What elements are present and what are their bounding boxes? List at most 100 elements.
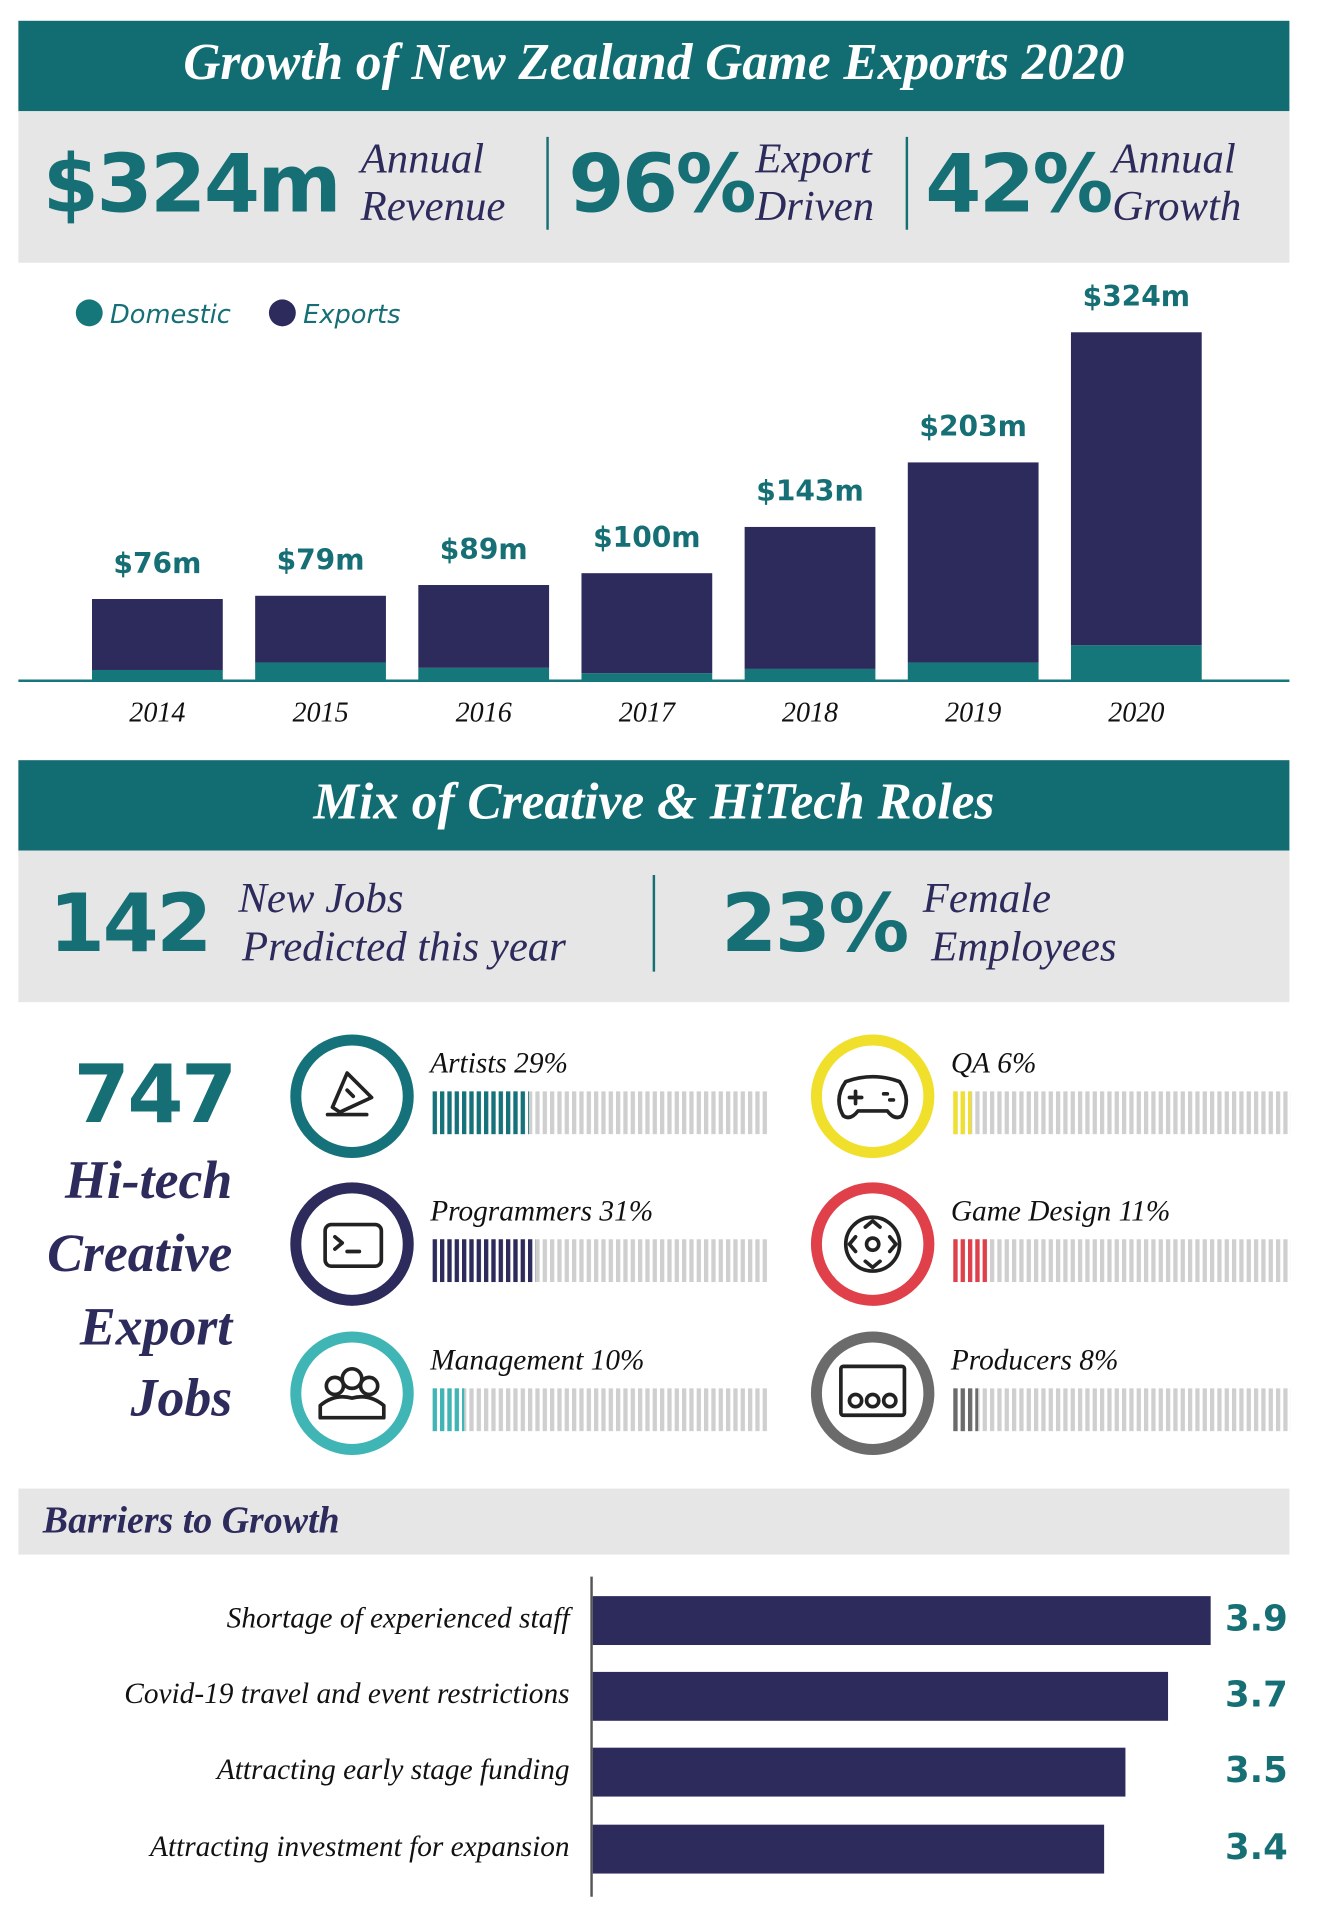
terminal-icon xyxy=(323,1222,384,1268)
bar-segment xyxy=(418,667,550,681)
role-value: 10% xyxy=(591,1344,645,1376)
x-tick-label: 2018 xyxy=(782,697,838,728)
role-value: 8% xyxy=(1079,1344,1118,1376)
jobs-total: 747 xyxy=(74,1048,235,1142)
section-title: Mix of Creative & HiTech Roles xyxy=(312,773,994,830)
role-name: QA xyxy=(951,1047,991,1079)
people-icon xyxy=(358,1375,380,1397)
bar-segment xyxy=(744,668,876,681)
progress-bar xyxy=(950,1091,972,1135)
bar-segment xyxy=(255,595,386,663)
bar xyxy=(592,1596,1211,1646)
icon-ring xyxy=(290,1034,414,1158)
bar-segment xyxy=(907,662,1039,681)
jobs-label: Jobs xyxy=(130,1367,233,1427)
bar xyxy=(592,1824,1105,1874)
role-value: 6% xyxy=(997,1047,1036,1079)
category-label: Attracting investment for expansion xyxy=(148,1831,569,1863)
role-label: Game Design 11% xyxy=(951,1195,1170,1227)
dpad-icon xyxy=(843,1215,902,1273)
stat-label: Employees xyxy=(930,924,1116,971)
total-label: $79m xyxy=(277,544,365,577)
legend-marker xyxy=(268,299,296,327)
total-label: $89m xyxy=(440,533,528,566)
stat-band xyxy=(18,111,1290,263)
stat-value: 96% xyxy=(568,137,754,231)
value-label: 3.4 xyxy=(1225,1827,1288,1868)
x-tick-label: 2015 xyxy=(292,697,348,728)
title-banner xyxy=(18,20,1290,112)
role-name: Management xyxy=(429,1344,584,1376)
icon-ring xyxy=(810,1331,935,1455)
total-label: $324m xyxy=(1083,280,1190,313)
section-band xyxy=(18,1488,1290,1555)
stat-label: Female xyxy=(922,875,1051,922)
x-tick-label: 2020 xyxy=(1108,697,1164,728)
stage-icon xyxy=(839,1364,907,1418)
x-tick-label: 2017 xyxy=(619,697,676,728)
pen-icon xyxy=(325,1071,374,1117)
legend-marker xyxy=(75,299,103,327)
value-label: 3.7 xyxy=(1225,1674,1288,1715)
jobs-label: Hi-tech xyxy=(64,1150,232,1210)
value-label: 3.5 xyxy=(1225,1750,1288,1791)
dpad-center xyxy=(864,1236,881,1253)
total-label: $143m xyxy=(756,475,863,508)
bar-segment xyxy=(92,669,223,681)
bar-segment xyxy=(581,573,713,674)
bar-segment xyxy=(92,599,223,670)
people-body xyxy=(318,1394,386,1420)
value-label: 3.9 xyxy=(1225,1599,1288,1640)
progress-track xyxy=(430,1388,770,1432)
bar xyxy=(592,1747,1126,1797)
progress-track xyxy=(950,1091,1291,1135)
stat-label: Annual xyxy=(1109,135,1236,182)
category-label: Shortage of experienced staff xyxy=(227,1602,574,1634)
icon-ring xyxy=(810,1182,935,1306)
stat-label: Growth xyxy=(1112,183,1241,230)
bar-segment xyxy=(255,662,386,681)
icons xyxy=(318,1071,909,1420)
stat-label: Driven xyxy=(754,183,874,230)
dpad-arrows xyxy=(847,1219,898,1270)
legend-label: Domestic xyxy=(110,300,231,330)
category-label: Attracting early stage funding xyxy=(215,1754,570,1786)
category-label: Covid-19 travel and event restrictions xyxy=(124,1678,569,1710)
x-tick-label: 2019 xyxy=(945,697,1001,728)
gamepad-icon xyxy=(837,1074,909,1120)
progress-track xyxy=(950,1239,1291,1283)
bar-segment xyxy=(418,585,550,668)
title: Growth of New Zealand Game Exports 2020 xyxy=(183,34,1124,91)
bar-segment xyxy=(744,526,876,669)
x-tick-label: 2016 xyxy=(456,697,512,728)
progress-bar xyxy=(430,1091,529,1135)
role-label: Management 10% xyxy=(429,1344,644,1376)
stat-label: Predicted this year xyxy=(241,924,566,971)
stage-audience xyxy=(864,1392,881,1409)
bar-segment xyxy=(1070,332,1202,646)
stat-label: Annual xyxy=(358,135,485,182)
chart-title: Barriers to Growth xyxy=(42,1500,340,1542)
jobs-label: Creative xyxy=(47,1223,232,1283)
total-label: $76m xyxy=(113,547,201,580)
stat-label: Export xyxy=(754,135,873,182)
icon-ring xyxy=(290,1182,414,1306)
stage-audience xyxy=(847,1392,864,1409)
bar-segment xyxy=(581,673,713,681)
legend-label: Exports xyxy=(303,300,400,330)
stat-value: 142 xyxy=(49,877,210,971)
stat-label: New Jobs xyxy=(237,875,403,922)
role-label: QA 6% xyxy=(951,1047,1037,1079)
total-label: $100m xyxy=(593,521,700,554)
role-label: Artists 29% xyxy=(428,1047,568,1079)
x-tick-label: 2014 xyxy=(129,697,185,728)
progress-bar xyxy=(430,1239,536,1283)
section-banner xyxy=(18,760,1290,851)
progress-bar xyxy=(950,1388,979,1432)
progress-bar xyxy=(430,1388,465,1432)
role-value: 31% xyxy=(598,1195,653,1227)
bar-segment xyxy=(907,462,1039,663)
bar xyxy=(592,1671,1169,1721)
